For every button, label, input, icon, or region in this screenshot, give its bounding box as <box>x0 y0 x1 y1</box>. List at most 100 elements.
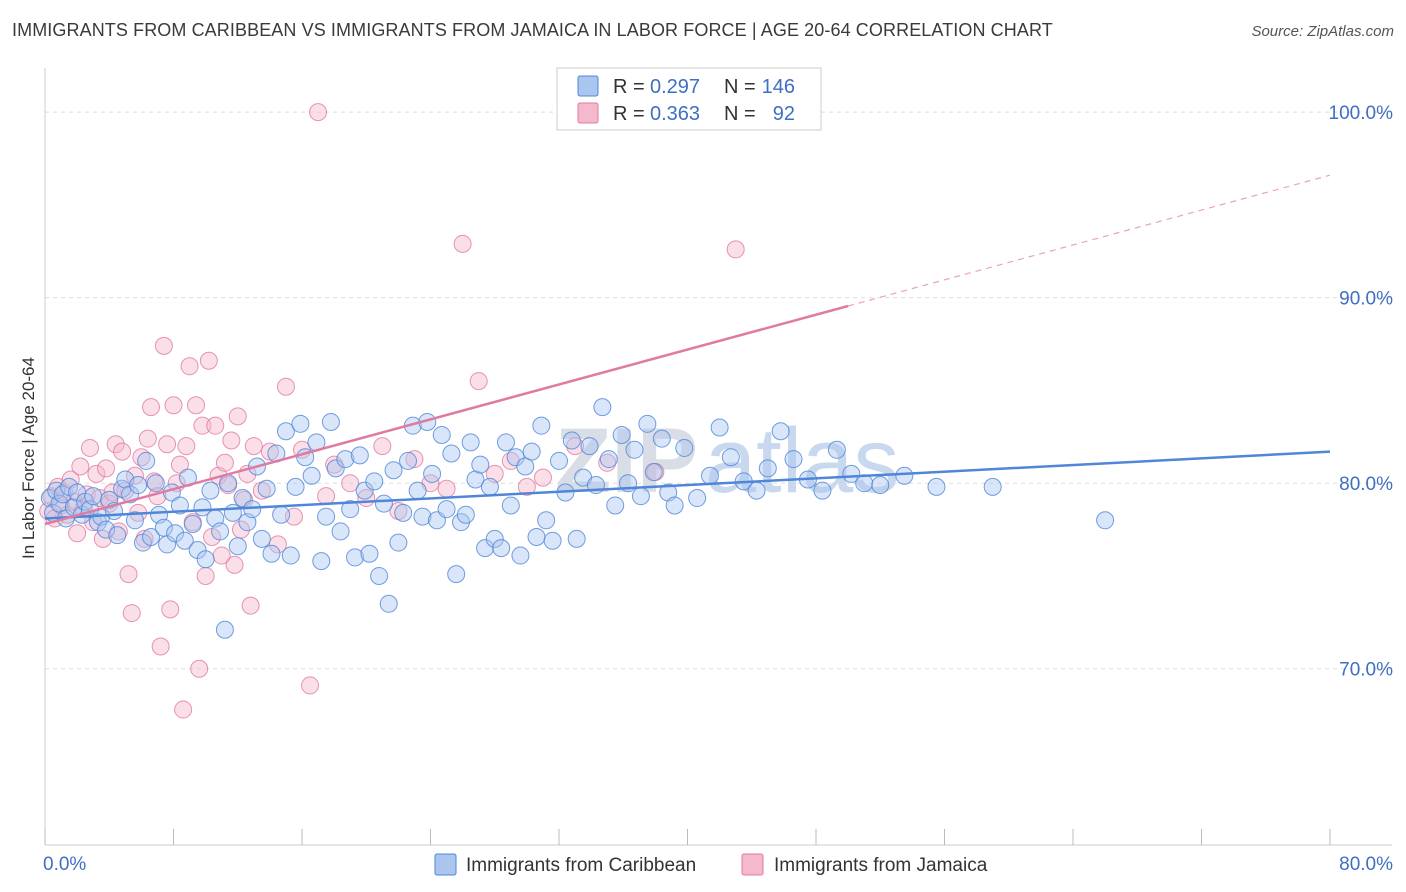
point-caribbean-93 <box>456 505 475 524</box>
point-caribbean-111 <box>550 451 568 470</box>
point-caribbean-101 <box>496 433 515 452</box>
point-caribbean-73 <box>360 544 379 563</box>
y-tick-label-2: 90.0% <box>1339 289 1393 310</box>
point-caribbean-79 <box>389 533 408 552</box>
legend-bottom-swatch-jamaica <box>741 853 764 876</box>
point-caribbean-74 <box>365 472 384 491</box>
point-caribbean-90 <box>442 444 461 463</box>
point-caribbean-36 <box>183 515 202 534</box>
trend-line-jamaica-extension <box>847 174 1331 307</box>
point-caribbean-53 <box>262 544 281 563</box>
point-caribbean-89 <box>437 500 456 519</box>
point-jamaica-29 <box>132 448 151 467</box>
legend-bottom-swatch-caribbean <box>434 853 457 876</box>
point-jamaica-39 <box>164 396 183 415</box>
point-jamaica-81 <box>437 479 456 498</box>
point-caribbean-26 <box>142 528 161 546</box>
point-jamaica-88 <box>566 437 585 456</box>
point-caribbean-98 <box>480 477 499 496</box>
point-jamaica-72 <box>309 103 328 122</box>
point-caribbean-127 <box>652 429 671 448</box>
point-jamaica-13 <box>80 438 99 457</box>
point-caribbean-136 <box>747 481 766 500</box>
point-caribbean-70 <box>346 548 365 567</box>
legend-n-value-1: 146 <box>762 76 795 98</box>
point-caribbean-105 <box>516 457 535 476</box>
legend-swatch-caribbean <box>577 75 599 97</box>
point-caribbean-44 <box>219 474 238 493</box>
point-jamaica-37 <box>158 435 177 454</box>
point-caribbean-139 <box>784 450 803 469</box>
point-caribbean-78 <box>384 461 403 480</box>
point-caribbean-110 <box>543 531 562 550</box>
point-jamaica-41 <box>170 455 189 474</box>
point-caribbean-129 <box>665 496 684 515</box>
data-points <box>39 103 1115 719</box>
stats-legend: R = 0.297 N = 146 R = 0.363 N = 92 <box>556 67 822 131</box>
y-tick-labels: 70.0% 80.0% 90.0% 100.0% <box>1329 103 1394 681</box>
point-caribbean-149 <box>1096 511 1115 530</box>
point-caribbean-104 <box>511 546 530 565</box>
point-caribbean-100 <box>492 539 511 558</box>
point-caribbean-131 <box>688 489 707 508</box>
legend-series-jamaica: Immigrants from Jamaica <box>774 855 988 876</box>
point-caribbean-121 <box>612 425 631 444</box>
point-caribbean-125 <box>638 414 657 433</box>
point-caribbean-25 <box>137 451 156 470</box>
point-caribbean-106 <box>522 442 541 461</box>
y-tick-label-0: 70.0% <box>1339 660 1393 681</box>
point-caribbean-120 <box>606 496 625 515</box>
point-jamaica-64 <box>244 437 263 456</box>
source-credit: Source: ZipAtlas.com <box>1251 23 1394 40</box>
point-jamaica-55 <box>215 453 234 472</box>
point-jamaica-49 <box>196 566 215 585</box>
point-jamaica-18 <box>97 459 116 478</box>
point-jamaica-83 <box>469 372 488 391</box>
point-caribbean-113 <box>562 431 581 450</box>
point-caribbean-15 <box>97 520 116 539</box>
legend-r-label-1: R = <box>613 76 645 98</box>
point-caribbean-32 <box>166 524 185 543</box>
legend-r-value-1: 0.297 <box>650 76 700 98</box>
point-caribbean-34 <box>175 531 194 550</box>
legend-series-caribbean: Immigrants from Caribbean <box>466 855 696 876</box>
point-jamaica-79 <box>405 450 424 469</box>
point-jamaica-26 <box>122 604 141 623</box>
point-jamaica-21 <box>106 435 125 454</box>
point-caribbean-86 <box>423 464 442 483</box>
point-caribbean-64 <box>317 507 336 526</box>
legend-swatch-jamaica <box>577 102 599 124</box>
point-caribbean-45 <box>223 503 242 522</box>
trend-lines <box>44 174 1331 526</box>
point-caribbean-83 <box>408 481 427 500</box>
point-caribbean-143 <box>842 464 861 483</box>
point-caribbean-58 <box>286 477 305 496</box>
point-caribbean-68 <box>336 450 355 469</box>
point-caribbean-109 <box>537 511 556 530</box>
point-jamaica-25 <box>119 565 138 584</box>
point-jamaica-52 <box>206 416 225 435</box>
point-caribbean-88 <box>432 425 451 444</box>
point-caribbean-57 <box>281 546 300 565</box>
y-tick-label-3: 100.0% <box>1329 103 1394 124</box>
point-caribbean-148 <box>983 477 1002 496</box>
point-jamaica-7 <box>61 470 80 489</box>
point-caribbean-138 <box>771 422 790 441</box>
point-jamaica-86 <box>517 477 536 496</box>
point-caribbean-66 <box>326 459 345 478</box>
watermark-zip: ZIP <box>555 410 698 512</box>
point-caribbean-55 <box>272 505 291 524</box>
point-caribbean-103 <box>506 448 525 467</box>
point-caribbean-77 <box>379 594 398 613</box>
trend-line-caribbean <box>44 450 1331 520</box>
legend-n-value-2: 92 <box>773 103 795 125</box>
stats-legend-box <box>556 67 822 131</box>
point-caribbean-43 <box>215 620 234 639</box>
point-caribbean-134 <box>721 448 740 467</box>
point-caribbean-137 <box>758 459 777 478</box>
grid-lines <box>45 111 1392 670</box>
point-caribbean-124 <box>631 487 650 506</box>
point-jamaica-44 <box>180 357 199 376</box>
point-jamaica-15 <box>87 464 106 483</box>
point-caribbean-75 <box>370 566 389 585</box>
